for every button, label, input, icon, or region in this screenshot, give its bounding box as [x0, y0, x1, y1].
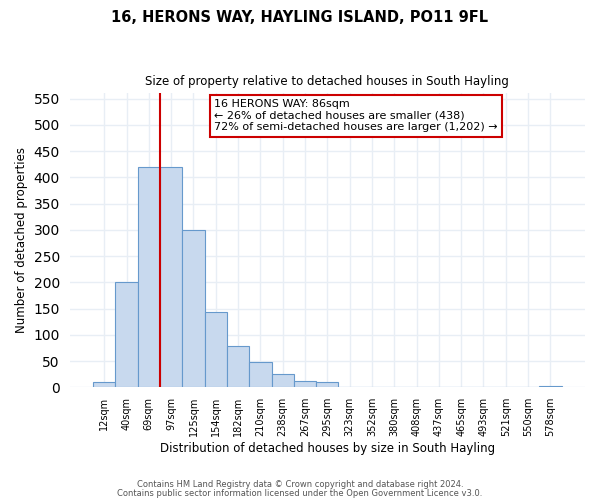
Bar [182, 230, 205, 388]
Bar [137, 167, 160, 388]
Text: 16, HERONS WAY, HAYLING ISLAND, PO11 9FL: 16, HERONS WAY, HAYLING ISLAND, PO11 9FL [112, 10, 488, 25]
Bar [316, 382, 338, 388]
Title: Size of property relative to detached houses in South Hayling: Size of property relative to detached ho… [145, 75, 509, 88]
Bar [294, 380, 316, 388]
Bar [93, 382, 115, 388]
Bar [160, 167, 182, 388]
Text: Contains public sector information licensed under the Open Government Licence v3: Contains public sector information licen… [118, 490, 482, 498]
Text: Contains HM Land Registry data © Crown copyright and database right 2024.: Contains HM Land Registry data © Crown c… [137, 480, 463, 489]
X-axis label: Distribution of detached houses by size in South Hayling: Distribution of detached houses by size … [160, 442, 495, 455]
Bar [272, 374, 294, 388]
Bar [539, 386, 562, 388]
Text: 16 HERONS WAY: 86sqm
← 26% of detached houses are smaller (438)
72% of semi-deta: 16 HERONS WAY: 86sqm ← 26% of detached h… [214, 99, 497, 132]
Bar [249, 362, 272, 388]
Bar [227, 346, 249, 388]
Bar [115, 282, 137, 388]
Y-axis label: Number of detached properties: Number of detached properties [15, 148, 28, 334]
Bar [205, 312, 227, 388]
